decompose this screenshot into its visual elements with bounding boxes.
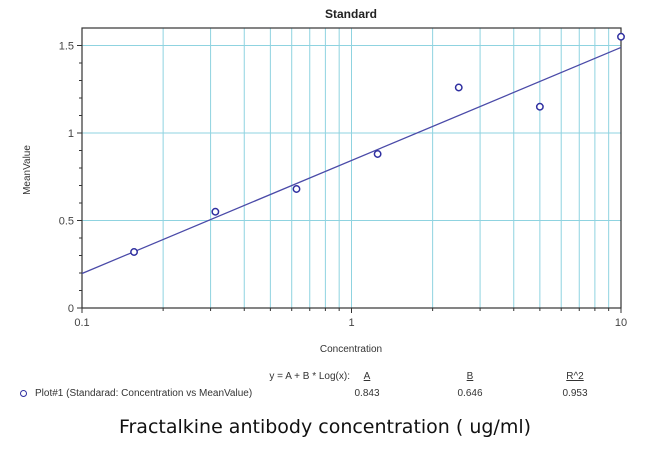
- header-r2: R^2: [566, 371, 584, 382]
- fit-equation: y = A + B * Log(x):: [269, 371, 350, 382]
- legend-entry: Plot#1 (Standarad: Concentration vs Mean…: [20, 388, 252, 399]
- data-point: [617, 32, 625, 41]
- data-point: [535, 102, 544, 111]
- y-tick-label: 1.5: [59, 41, 74, 53]
- y-axis-label: MeanValue: [22, 145, 33, 195]
- data-points: [130, 32, 625, 256]
- chart-title: Standard: [325, 7, 377, 21]
- value-a: 0.843: [354, 388, 380, 399]
- header-b: B: [466, 371, 474, 382]
- value-r2: 0.953: [562, 388, 588, 399]
- data-point: [454, 83, 463, 92]
- x-tick-label: 0.1: [74, 317, 89, 329]
- x-tick-label: 10: [615, 317, 627, 329]
- data-point: [130, 248, 138, 256]
- figure-caption: Fractalkine antibody concentration ( ug/…: [118, 416, 532, 438]
- legend-series-label: Plot#1 (Standarad: Concentration vs Mean…: [35, 388, 253, 399]
- data-point: [373, 150, 382, 158]
- y-tick-label: 0.5: [59, 216, 74, 228]
- chart-area: Standard 0 0.5 1 1.5 0.1 1 10 Concentration Me…: [22, 7, 627, 355]
- y-tick-label: 0: [68, 303, 74, 315]
- grid-lines: [82, 28, 621, 308]
- x-axis-label: Concentration: [320, 344, 382, 355]
- value-b: 0.646: [457, 388, 483, 399]
- header-a: A: [363, 371, 371, 382]
- x-tick-label: 1: [348, 317, 354, 329]
- data-point: [292, 185, 301, 193]
- fit-line: [81, 46, 622, 275]
- y-tick-label: 1: [68, 128, 74, 140]
- data-point: [211, 207, 220, 216]
- axis-ticks: 0 0.5 1 1.5 0.1 1 10: [59, 41, 627, 330]
- circle-marker-icon: [20, 390, 27, 397]
